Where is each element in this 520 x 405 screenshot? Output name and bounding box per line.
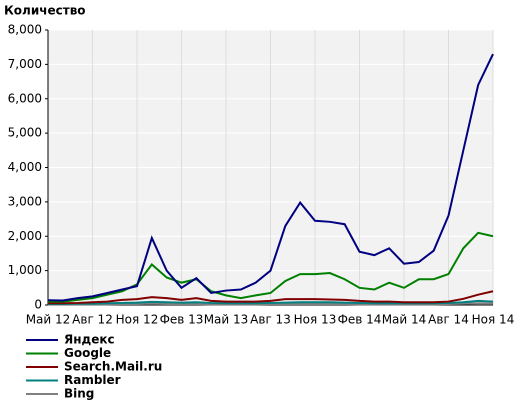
x-tick-label: Ноя 14 [472, 313, 515, 327]
x-tick-label: Авг 12 [72, 313, 113, 327]
y-tick-label: 5,000 [8, 126, 42, 140]
x-tick-label: Май 12 [26, 313, 71, 327]
x-tick-label: Фев 13 [160, 313, 204, 327]
legend-label: Search.Mail.ru [64, 360, 162, 374]
x-tick-label: Ноя 12 [116, 313, 159, 327]
x-tick-label: Авг 13 [250, 313, 291, 327]
y-tick-label: 7,000 [8, 57, 42, 71]
x-tick-label: Май 13 [204, 313, 249, 327]
y-tick-label: 2,000 [8, 229, 42, 243]
chart-title: Количество [4, 4, 86, 18]
series-line [48, 231, 494, 303]
legend-label: Google [64, 346, 111, 360]
y-tick-label: 1,000 [8, 263, 42, 277]
y-tick-label: 0 [34, 298, 42, 312]
y-tick-label: 3,000 [8, 194, 42, 208]
series-line [48, 299, 494, 305]
x-tick-label: Ноя 13 [294, 313, 337, 327]
legend-label: Яндекс [64, 333, 115, 347]
series-line [48, 290, 494, 305]
series-line [48, 302, 493, 306]
series-line [47, 53, 494, 302]
x-tick-label: Авг 14 [428, 313, 469, 327]
y-tick-label: 4,000 [8, 160, 42, 174]
legend-label: Bing [64, 387, 94, 401]
x-tick-label: Май 14 [382, 313, 427, 327]
y-tick-label: 8,000 [8, 23, 42, 37]
y-tick-label: 6,000 [8, 91, 42, 105]
x-tick-label: Фев 14 [338, 313, 382, 327]
legend-label: Rambler [64, 373, 121, 387]
